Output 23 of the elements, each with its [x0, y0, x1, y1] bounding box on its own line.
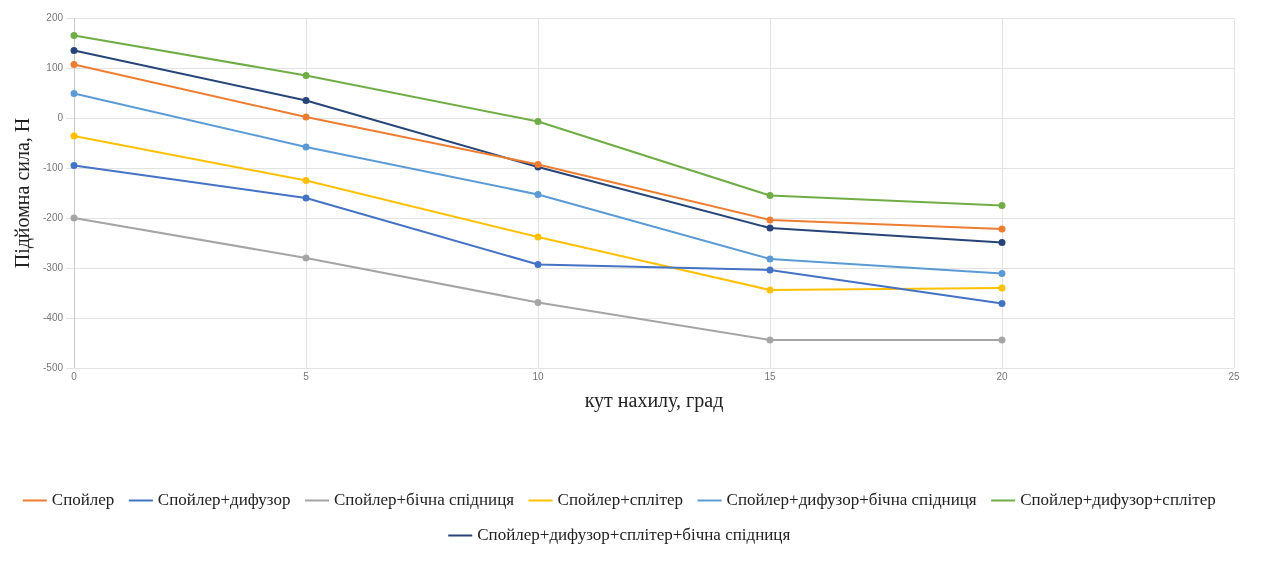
y-tick-label: 100 [46, 61, 64, 73]
legend-label: Спойлер+дифузор+бічна спідниця [726, 489, 977, 509]
x-tick-label: 10 [532, 370, 545, 382]
x-axis-title: кут нахилу, град [584, 389, 724, 413]
legend-label: Спойлер [51, 489, 115, 509]
x-tick-label: 20 [996, 370, 1008, 382]
y-tick-label: -200 [43, 211, 64, 223]
y-tick-label: -400 [43, 311, 64, 323]
legend-label: Спойлер+дифузор+сплітер [1020, 489, 1216, 509]
y-tick-label: -300 [43, 261, 64, 273]
x-tick-label: 5 [303, 370, 310, 382]
legend-label: Спойлер+дифузор [157, 489, 291, 509]
y-tick-label: -500 [43, 361, 64, 373]
x-tick-label: 15 [764, 370, 776, 382]
legend-label: Спойлер+бічна спідниця [333, 489, 515, 509]
x-tick-label: 0 [71, 370, 78, 382]
y-tick-label: -100 [43, 161, 64, 173]
y-axis-title: Підйомна сила, Н [11, 117, 35, 269]
legend-label: Спойлер+дифузор+сплітер+бічна спідниця [477, 524, 791, 544]
legend-label: Спойлер+сплітер [557, 489, 684, 509]
y-tick-label: 0 [57, 111, 64, 123]
y-tick-label: 200 [46, 11, 64, 23]
x-tick-label: 25 [1228, 370, 1240, 382]
